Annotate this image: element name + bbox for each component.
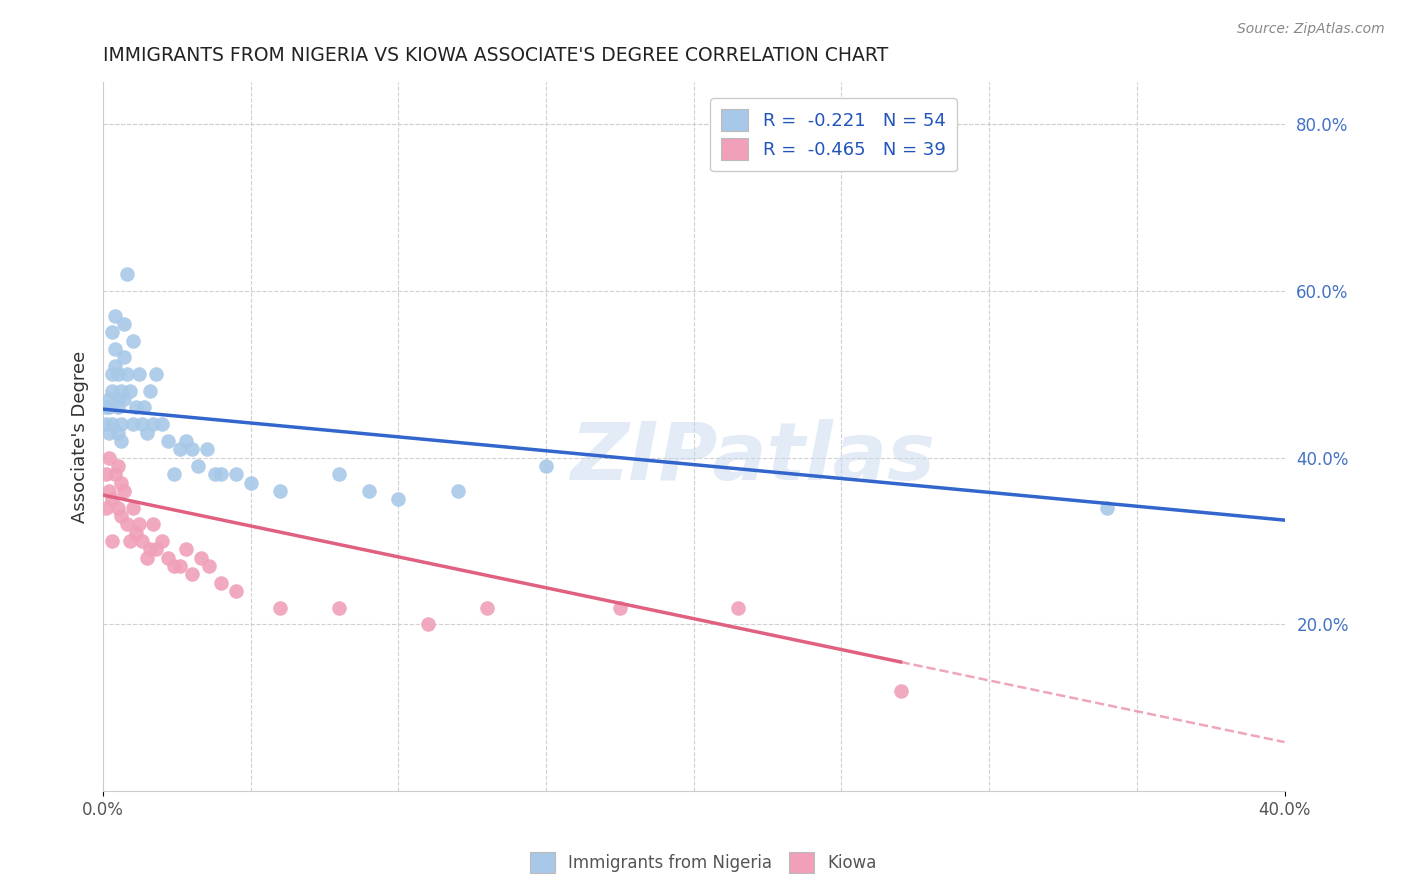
Point: [101, 417, 124, 432]
Point: [163, 467, 186, 482]
Point: [209, 467, 232, 482]
Point: [225, 467, 247, 482]
Point: [101, 384, 124, 398]
Point: [107, 401, 129, 415]
Point: [150, 417, 173, 432]
Point: [128, 367, 150, 381]
Point: [101, 326, 124, 340]
Point: [107, 392, 129, 406]
Point: [269, 483, 291, 498]
Legend: R =  -0.221   N = 54, R =  -0.465   N = 39: R = -0.221 N = 54, R = -0.465 N = 39: [710, 98, 956, 171]
Point: [142, 417, 165, 432]
Point: [112, 392, 135, 406]
Point: [169, 442, 191, 457]
Point: [269, 600, 291, 615]
Point: [195, 442, 218, 457]
Point: [94, 417, 117, 432]
Point: [98, 392, 121, 406]
Point: [357, 483, 380, 498]
Point: [110, 475, 132, 490]
Point: [890, 684, 912, 698]
Point: [174, 434, 197, 448]
Point: [534, 458, 557, 473]
Point: [110, 384, 132, 398]
Legend: Immigrants from Nigeria, Kiowa: Immigrants from Nigeria, Kiowa: [523, 846, 883, 880]
Point: [124, 401, 146, 415]
Point: [142, 517, 165, 532]
Point: [101, 367, 124, 381]
Point: [609, 600, 631, 615]
Point: [204, 467, 226, 482]
Point: [104, 309, 127, 323]
Point: [239, 475, 262, 490]
Point: [145, 367, 167, 381]
Text: Source: ZipAtlas.com: Source: ZipAtlas.com: [1237, 22, 1385, 37]
Point: [110, 508, 132, 523]
Point: [139, 542, 162, 557]
Point: [328, 600, 350, 615]
Point: [727, 600, 749, 615]
Point: [110, 434, 132, 448]
Point: [112, 317, 135, 331]
Point: [107, 367, 129, 381]
Point: [98, 450, 121, 465]
Point: [163, 559, 186, 574]
Point: [112, 483, 135, 498]
Point: [121, 334, 143, 348]
Point: [98, 401, 121, 415]
Point: [475, 600, 498, 615]
Point: [115, 517, 138, 532]
Point: [94, 467, 117, 482]
Point: [157, 434, 180, 448]
Point: [98, 483, 121, 498]
Point: [107, 500, 129, 515]
Point: [157, 550, 180, 565]
Point: [136, 425, 159, 440]
Text: IMMIGRANTS FROM NIGERIA VS KIOWA ASSOCIATE'S DEGREE CORRELATION CHART: IMMIGRANTS FROM NIGERIA VS KIOWA ASSOCIA…: [103, 46, 889, 65]
Point: [98, 425, 121, 440]
Point: [118, 533, 141, 548]
Point: [104, 342, 127, 356]
Point: [104, 467, 127, 482]
Point: [112, 351, 135, 365]
Point: [169, 559, 191, 574]
Point: [128, 517, 150, 532]
Point: [134, 401, 156, 415]
Point: [187, 458, 209, 473]
Point: [150, 533, 173, 548]
Point: [387, 492, 409, 507]
Point: [104, 359, 127, 373]
Point: [180, 442, 202, 457]
Point: [209, 575, 232, 590]
Point: [174, 542, 197, 557]
Point: [121, 500, 143, 515]
Point: [225, 584, 247, 599]
Point: [131, 533, 153, 548]
Text: ZIPatlas: ZIPatlas: [571, 419, 935, 497]
Point: [110, 417, 132, 432]
Point: [446, 483, 468, 498]
Point: [131, 417, 153, 432]
Point: [190, 550, 212, 565]
Point: [107, 425, 129, 440]
Point: [145, 542, 167, 557]
Point: [115, 367, 138, 381]
Point: [121, 417, 143, 432]
Point: [139, 384, 162, 398]
Point: [94, 401, 117, 415]
Point: [136, 550, 159, 565]
Point: [94, 500, 117, 515]
Y-axis label: Associate's Degree: Associate's Degree: [72, 351, 89, 523]
Point: [1097, 500, 1119, 515]
Point: [198, 559, 221, 574]
Point: [118, 384, 141, 398]
Point: [124, 525, 146, 540]
Point: [107, 458, 129, 473]
Point: [101, 492, 124, 507]
Point: [328, 467, 350, 482]
Point: [101, 533, 124, 548]
Point: [115, 267, 138, 281]
Point: [180, 567, 202, 582]
Point: [416, 617, 439, 632]
